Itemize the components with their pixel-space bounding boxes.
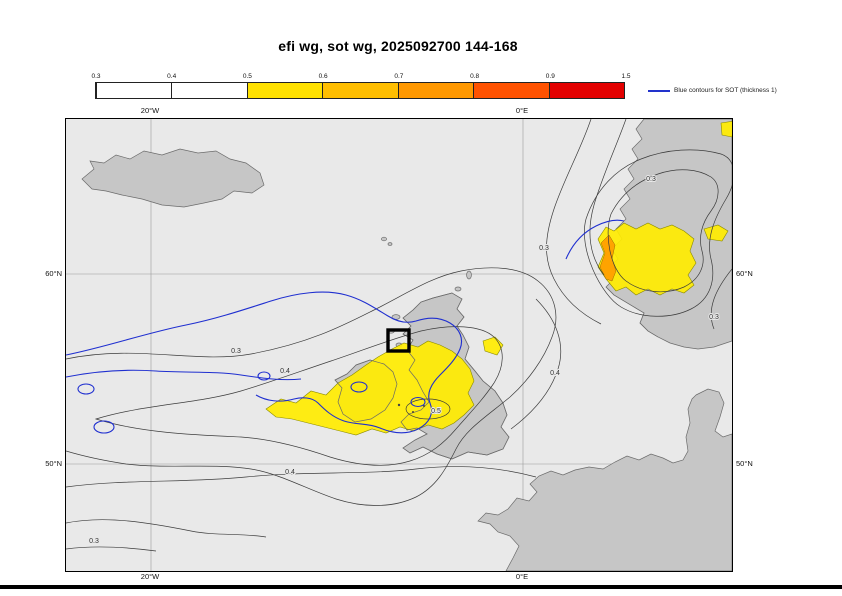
colorbar-tick: 0.4 xyxy=(167,73,177,80)
efi-region-norway xyxy=(597,222,697,296)
target-region-marker xyxy=(386,328,411,353)
contour-04-east xyxy=(510,298,562,430)
contour-04-atlantic xyxy=(94,326,503,466)
lat-label-right-50n: 50°N xyxy=(736,459,753,468)
contour-04-south xyxy=(66,466,537,488)
efi-colorbar: 0.3 0.4 0.5 0.6 0.7 0.8 0.9 1.5 xyxy=(91,73,631,99)
contour-label-03: 0.3 xyxy=(539,245,549,252)
colorbar-segment xyxy=(548,83,624,98)
sot-contour-line-sample xyxy=(648,89,670,92)
lon-label-bottom-20w: 20°W xyxy=(140,572,160,581)
colorbar-tick: 0.9 xyxy=(545,73,555,80)
contour-label-03: 0.3 xyxy=(646,176,656,183)
colorbar-segment xyxy=(322,83,398,98)
coastline-overlay xyxy=(334,286,659,460)
contour-04-norway-inner xyxy=(607,169,719,293)
bottom-divider-bar xyxy=(0,585,842,589)
contour-labels: 0.3 0.3 0.3 0.3 0.3 0.4 0.4 0.4 0.5 xyxy=(88,175,720,546)
lat-label-left-60n: 60°N xyxy=(45,269,62,278)
sot-contours xyxy=(66,219,625,434)
lon-label-bottom-0e: 0°E xyxy=(515,572,529,581)
sot-norway xyxy=(565,219,625,260)
contour-label-03: 0.3 xyxy=(709,314,719,321)
shetland-island xyxy=(466,270,472,280)
efi-speckles xyxy=(397,403,425,413)
faroe-island xyxy=(387,242,393,246)
colorbar-segment xyxy=(397,83,474,98)
colorbar-segment xyxy=(96,83,172,98)
sot-loop xyxy=(410,396,426,408)
colorbar-tick: 0.3 xyxy=(91,73,101,80)
sot-loop xyxy=(77,383,95,395)
contour-label-05: 0.5 xyxy=(431,408,441,415)
contour-05-inner xyxy=(405,398,451,420)
orkney-island xyxy=(454,286,462,292)
sot-main xyxy=(66,291,463,434)
contour-label-04: 0.4 xyxy=(280,368,290,375)
colorbar-tick: 0.5 xyxy=(242,73,252,80)
contour-03-southwest-2 xyxy=(66,546,157,552)
map-frame: 0.3 0.3 0.3 0.3 0.3 0.4 0.4 0.4 0.5 xyxy=(65,118,733,572)
contour-label-04: 0.4 xyxy=(285,469,295,476)
colorbar-segment xyxy=(473,83,549,98)
contour-label-04: 0.4 xyxy=(550,370,560,377)
contour-03-atlantic xyxy=(66,267,557,506)
efi-shading xyxy=(265,121,732,436)
sot-loop xyxy=(93,420,115,434)
contour-03-southwest xyxy=(66,519,267,538)
colorbar-segment xyxy=(246,83,323,98)
iceland xyxy=(81,148,265,208)
contour-northsea-2 xyxy=(589,119,627,276)
colorbar-tick: 0.8 xyxy=(470,73,480,80)
efi-contours xyxy=(66,119,732,552)
continental-europe xyxy=(477,388,732,571)
lon-label-top-20w: 20°W xyxy=(140,106,160,115)
colorbar-tick: 1.5 xyxy=(621,73,631,80)
efi-orange-norway-coast xyxy=(599,234,617,282)
faroe-island xyxy=(381,236,387,242)
hebrides-island xyxy=(391,314,401,320)
colorbar-tick: 0.7 xyxy=(394,73,404,80)
contour-03-norway-loop xyxy=(584,149,732,317)
sot-loop xyxy=(257,371,271,381)
page-title: efi wg, sot wg, 2025092700 144-168 xyxy=(278,38,518,54)
contour-03-northsea xyxy=(546,119,602,325)
lat-label-right-60n: 60°N xyxy=(736,269,753,278)
sot-loop xyxy=(350,381,368,393)
sot-secondary xyxy=(66,369,302,381)
contour-label-03: 0.3 xyxy=(89,538,99,545)
contour-label-03: 0.3 xyxy=(231,348,241,355)
colorbar-segment xyxy=(171,83,247,98)
colorbar-tick: 0.6 xyxy=(318,73,328,80)
contour-03-right-edge xyxy=(710,268,732,330)
efi-region-topright xyxy=(720,121,732,138)
lat-label-left-50n: 50°N xyxy=(45,459,62,468)
sot-legend-label: Blue contours for SOT (thickness 1) xyxy=(674,87,777,94)
map-canvas: 0.3 0.3 0.3 0.3 0.3 0.4 0.4 0.4 0.5 xyxy=(66,119,732,571)
sot-legend: Blue contours for SOT (thickness 1) xyxy=(648,82,777,99)
lon-label-top-0e: 0°E xyxy=(515,106,529,115)
efi-region-british-isles xyxy=(265,340,475,436)
